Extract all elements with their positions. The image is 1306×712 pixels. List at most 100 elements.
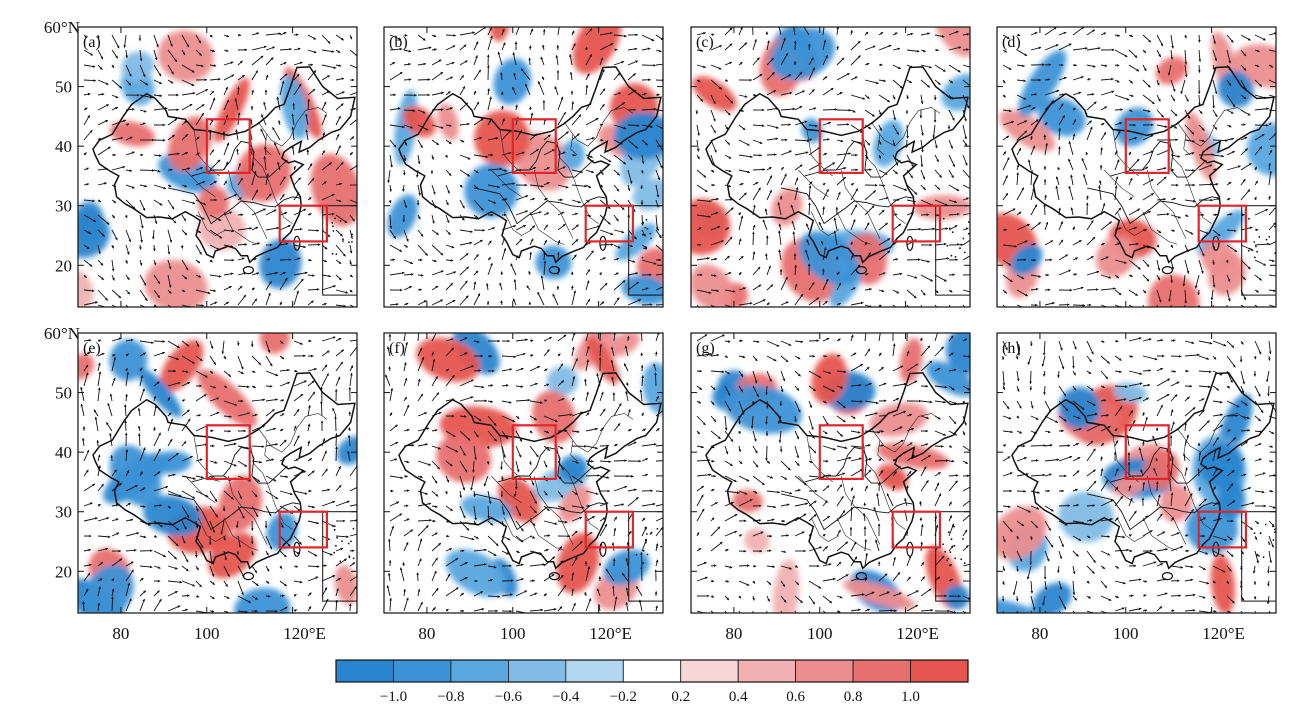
wind-arrow (766, 153, 777, 156)
island-dot (333, 528, 336, 531)
island-dot (1248, 217, 1250, 220)
wind-arrow (153, 154, 162, 157)
island-dot (342, 238, 344, 241)
island-dot (953, 545, 956, 547)
wind-arrow (251, 55, 264, 66)
wind-arrow (97, 199, 102, 203)
island-dot (946, 559, 949, 562)
wind-arrow (124, 214, 128, 219)
wind-arrow (195, 49, 203, 57)
wind-arrow (223, 74, 235, 81)
wind-arrow (349, 214, 355, 222)
panel-label: (h) (1002, 340, 1021, 357)
wind-arrow (83, 301, 98, 306)
wind-arrow (195, 64, 204, 68)
wind-arrow (83, 167, 89, 171)
wind-arrow (209, 289, 217, 293)
wind-arrow (223, 180, 228, 186)
wind-arrow (307, 229, 320, 232)
wind-arrow (1267, 385, 1270, 397)
wind-arrow (599, 123, 604, 127)
lon-tick-label: 120°E (896, 624, 939, 643)
wind-arrow (251, 226, 259, 231)
panel-map-d (997, 27, 1276, 307)
wind-arrow (82, 601, 85, 612)
wind-arrow (1267, 355, 1271, 361)
wind-arrow (305, 129, 309, 141)
wind-arrow (223, 61, 234, 66)
wind-arrow (403, 78, 412, 81)
wind-arrow (153, 79, 163, 85)
wind-arrow (181, 229, 188, 236)
colorbar-cell (335, 659, 394, 683)
wind-arrow (209, 77, 221, 81)
wind-arrow (83, 244, 90, 250)
wind-arrow (417, 273, 424, 277)
wind-arrow (153, 107, 168, 111)
wind-arrow (528, 57, 532, 66)
island-dot (949, 551, 952, 553)
wind-arrow (209, 301, 218, 306)
anomaly-blob (280, 75, 309, 140)
panel-label: (e) (83, 340, 101, 357)
taiwan-outline (599, 235, 607, 251)
colorbar-label: −1.0 (380, 689, 407, 705)
wind-arrow (83, 49, 94, 56)
lon-tick-label: 120°E (1202, 624, 1245, 643)
wind-arrow (962, 48, 969, 51)
panel-b: (b) (383, 26, 664, 308)
wind-arrow (335, 182, 343, 186)
wind-arrow (431, 34, 437, 38)
lat-tick-label: 30 (55, 197, 72, 216)
wind-arrow (181, 103, 193, 111)
wind-arrow (139, 304, 146, 307)
island-dot (1267, 541, 1270, 544)
wind-arrow (307, 197, 312, 201)
wind-arrow (557, 27, 560, 36)
wind-arrow (321, 114, 327, 126)
lon-tick-label: 80 (1031, 624, 1048, 643)
wind-arrow (335, 133, 340, 141)
wind-arrow (181, 594, 190, 598)
anomaly-blob (572, 27, 622, 74)
wind-arrow (181, 64, 195, 73)
wind-arrow (307, 177, 315, 186)
wind-arrow (349, 244, 353, 254)
wind-arrow (307, 88, 316, 96)
wind-arrow (641, 34, 655, 42)
country-outline (92, 66, 356, 264)
wind-arrow (273, 142, 281, 156)
province-boundary (264, 134, 272, 156)
island-dot (335, 544, 337, 547)
province-boundary (564, 107, 634, 147)
wind-arrow (125, 49, 129, 59)
wind-arrow (321, 244, 328, 250)
panel-a: (a) 20 30 40 50 60°N (44, 18, 358, 308)
island-dot (1262, 556, 1265, 558)
wind-arrow (139, 122, 146, 126)
wind-arrow (293, 73, 300, 81)
wind-arrow (195, 88, 209, 96)
wind-arrow (654, 372, 657, 387)
wind-arrow (500, 91, 504, 96)
colorbar-cell (393, 659, 452, 683)
wind-arrow (710, 459, 715, 463)
wind-arrow (349, 289, 353, 293)
wind-arrow (431, 108, 444, 111)
wind-arrow (529, 28, 534, 36)
wind-arrow (765, 385, 768, 396)
province-boundary (499, 129, 526, 177)
wind-arrow (237, 197, 242, 201)
wind-arrow (349, 229, 353, 240)
wind-arrow (195, 229, 202, 234)
wind-arrow (195, 104, 205, 111)
wind-arrow (279, 31, 287, 36)
island-dot (339, 220, 342, 222)
wind-arrow (1142, 369, 1152, 372)
island-dot (646, 228, 649, 230)
wind-arrow (321, 259, 328, 263)
wind-arrow (738, 564, 750, 567)
wind-arrow (223, 285, 232, 291)
island-dot (646, 533, 648, 535)
wind-arrow (153, 64, 162, 77)
